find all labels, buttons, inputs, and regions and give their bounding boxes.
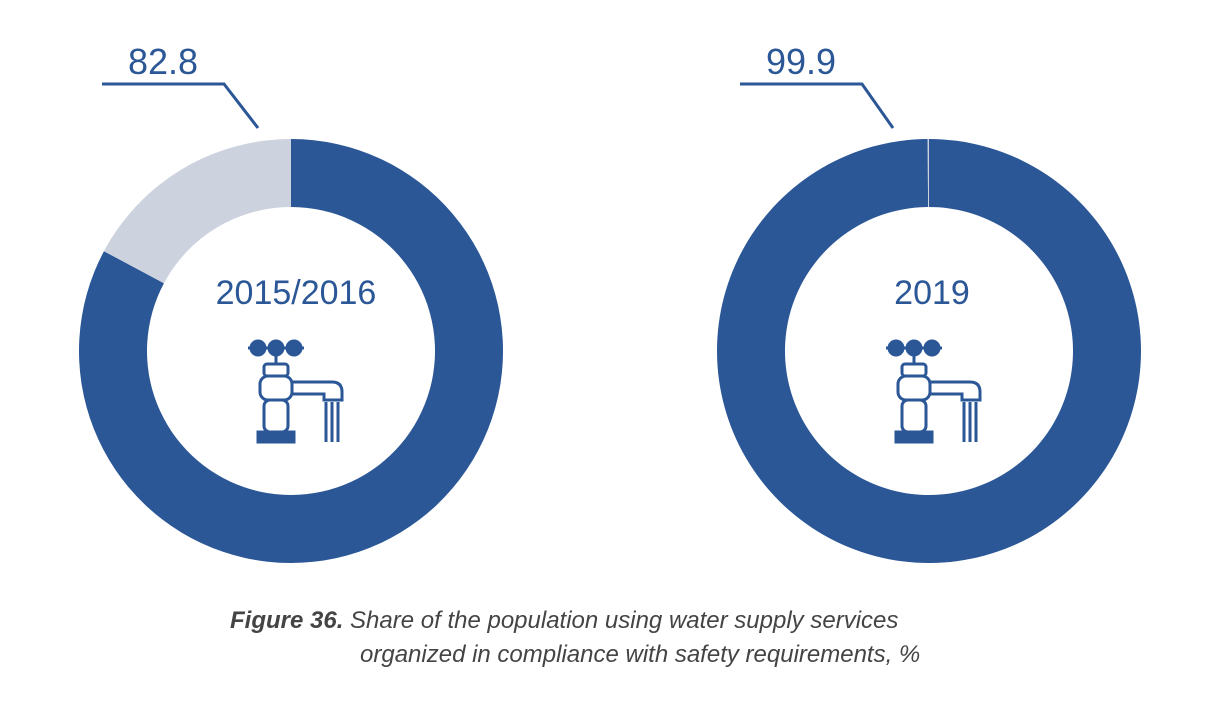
- donut-chart-2019: 99.9 2019: [716, 41, 1141, 563]
- donut-slice-other: [927, 139, 929, 208]
- value-label: 99.9: [766, 41, 836, 82]
- donut-slice-compliant: [78, 139, 503, 564]
- figure-caption: Figure 36. Share of the population using…: [230, 604, 1130, 672]
- donut-slice-other: [103, 139, 292, 284]
- donut-center-title: 2015/2016: [216, 274, 377, 312]
- caption-line-2: organized in compliance with safety requ…: [360, 641, 921, 668]
- caption-line-1: Share of the population using water supp…: [350, 607, 899, 634]
- value-leader-line: [102, 82, 260, 129]
- caption-label: Figure 36.: [230, 607, 344, 634]
- water-tap-icon: [886, 339, 982, 444]
- value-label: 82.8: [128, 41, 198, 82]
- donut-center-title: 2019: [894, 274, 970, 312]
- donut-slice-compliant: [716, 139, 1141, 563]
- donut-chart-2015-2016: 82.8 2015/2016: [78, 41, 503, 564]
- water-tap-icon: [248, 339, 344, 444]
- value-leader-line: [740, 82, 895, 129]
